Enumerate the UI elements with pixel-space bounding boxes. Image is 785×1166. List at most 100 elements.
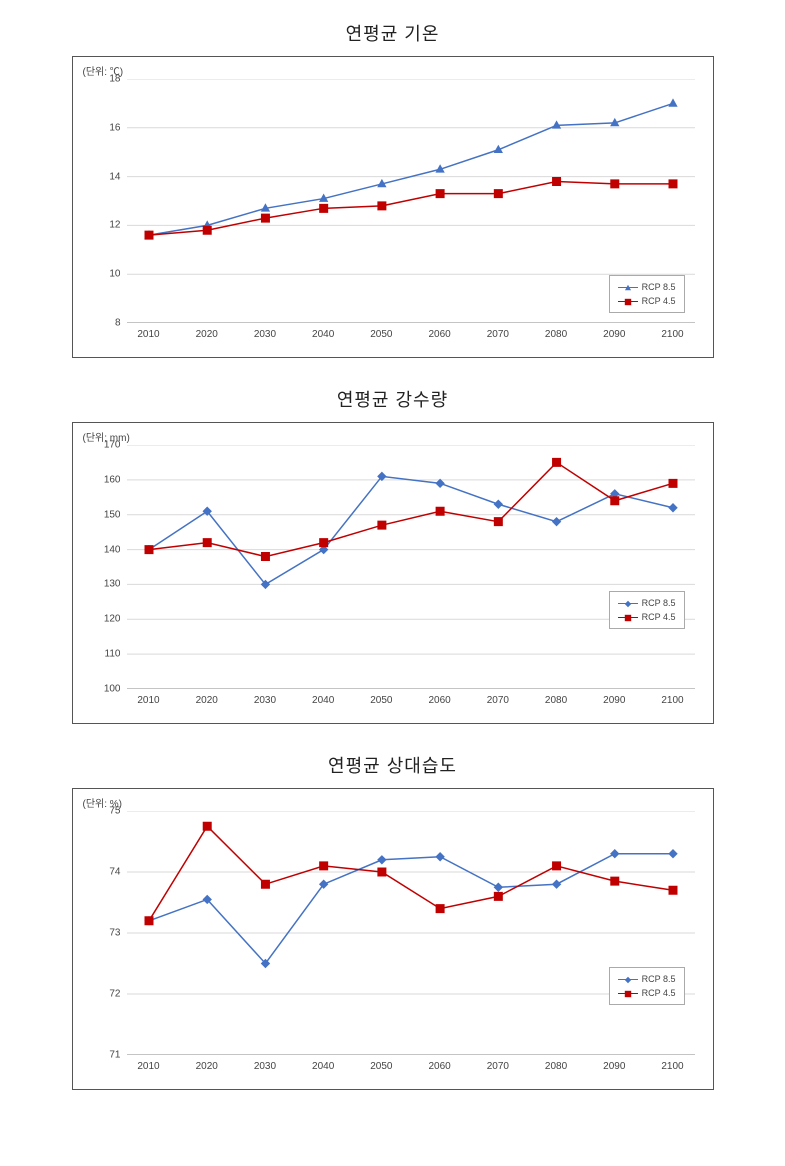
x-tick-label: 2010 [137, 323, 159, 340]
y-tick-label: 150 [104, 509, 127, 520]
series-marker [261, 553, 269, 561]
series-marker [319, 204, 327, 212]
legend-item: RCP 4.5 [618, 610, 676, 624]
x-tick-label: 2040 [312, 323, 334, 340]
plot-area: 7172737475201020202030204020502060207020… [127, 811, 695, 1055]
x-tick-label: 2070 [487, 1055, 509, 1072]
series-marker [145, 917, 153, 925]
legend-line-icon [618, 301, 638, 302]
chart-box: (단위: mm)10011012013014015016017020102020… [72, 422, 714, 724]
legend-label: RCP 8.5 [642, 972, 676, 986]
plot-svg [127, 811, 695, 1055]
y-tick-label: 72 [109, 989, 126, 1000]
chart-title: 연평균 기온 [30, 20, 755, 46]
legend-marker-icon [623, 297, 633, 307]
legend-item: RCP 4.5 [618, 294, 676, 308]
series-marker [610, 180, 618, 188]
y-tick-label: 12 [109, 220, 126, 231]
x-tick-label: 2060 [428, 689, 450, 706]
plot-svg [127, 445, 695, 689]
legend-line-icon [618, 993, 638, 994]
legend-label: RCP 4.5 [642, 986, 676, 1000]
chart-block-0: 연평균 기온(단위: ℃)810121416182010202020302040… [30, 20, 755, 358]
series-marker [436, 507, 444, 515]
legend-item: RCP 8.5 [618, 972, 676, 986]
series-marker [494, 518, 502, 526]
x-tick-label: 2090 [603, 689, 625, 706]
y-tick-label: 110 [105, 649, 127, 660]
series-marker [610, 497, 618, 505]
legend-label: RCP 8.5 [642, 280, 676, 294]
x-tick-label: 2020 [196, 1055, 218, 1072]
y-tick-label: 14 [109, 171, 126, 182]
series-marker [669, 479, 677, 487]
y-tick-label: 16 [109, 122, 126, 133]
y-tick-label: 160 [104, 474, 127, 485]
series-marker [203, 539, 211, 547]
series-marker [377, 856, 385, 864]
legend: RCP 8.5RCP 4.5 [609, 967, 685, 1005]
legend-line-icon [618, 979, 638, 980]
x-tick-label: 2050 [370, 1055, 392, 1072]
x-tick-label: 2070 [487, 323, 509, 340]
series-line [149, 854, 673, 964]
series-marker [552, 862, 560, 870]
series-marker [436, 905, 444, 913]
y-tick-label: 71 [109, 1050, 126, 1061]
series-marker [669, 99, 677, 106]
chart-box: (단위: %)717273747520102020203020402050206… [72, 788, 714, 1090]
series-marker [377, 202, 385, 210]
series-marker [145, 546, 153, 554]
series-marker [261, 880, 269, 888]
series-marker [377, 868, 385, 876]
x-tick-label: 2070 [487, 689, 509, 706]
y-tick-label: 8 [115, 318, 127, 329]
x-tick-label: 2080 [545, 1055, 567, 1072]
legend: RCP 8.5RCP 4.5 [609, 591, 685, 629]
legend-marker-icon [623, 283, 633, 293]
series-marker [610, 877, 618, 885]
x-tick-label: 2030 [254, 689, 276, 706]
series-marker [436, 853, 444, 861]
legend-line-icon [618, 617, 638, 618]
x-tick-label: 2090 [603, 323, 625, 340]
series-marker [377, 521, 385, 529]
series-marker [261, 214, 269, 222]
plot-area: 1001101201301401501601702010202020302040… [127, 445, 695, 689]
series-marker [203, 822, 211, 830]
chart-title: 연평균 강수량 [30, 386, 755, 412]
series-marker [436, 479, 444, 487]
x-tick-label: 2090 [603, 1055, 625, 1072]
legend-marker-icon [623, 613, 633, 623]
series-marker [203, 226, 211, 234]
x-tick-label: 2060 [428, 323, 450, 340]
y-tick-label: 18 [109, 74, 126, 85]
series-marker [145, 231, 153, 239]
y-tick-label: 10 [109, 269, 126, 280]
series-marker [494, 190, 502, 198]
series-marker [552, 880, 560, 888]
series-marker [552, 518, 560, 526]
x-tick-label: 2100 [661, 1055, 683, 1072]
legend-marker-icon [623, 989, 633, 999]
legend-item: RCP 4.5 [618, 986, 676, 1000]
series-marker [552, 177, 560, 185]
x-tick-label: 2020 [196, 689, 218, 706]
y-tick-label: 100 [104, 684, 127, 695]
legend-marker-icon [623, 599, 633, 609]
x-tick-label: 2080 [545, 689, 567, 706]
series-line [149, 181, 673, 235]
x-tick-label: 2030 [254, 1055, 276, 1072]
legend-label: RCP 4.5 [642, 294, 676, 308]
x-tick-label: 2020 [196, 323, 218, 340]
legend-line-icon [618, 287, 638, 288]
legend-item: RCP 8.5 [618, 596, 676, 610]
x-tick-label: 2010 [137, 689, 159, 706]
series-marker [436, 190, 444, 198]
x-tick-label: 2040 [312, 689, 334, 706]
series-line [149, 462, 673, 556]
x-tick-label: 2100 [661, 689, 683, 706]
x-tick-label: 2100 [661, 323, 683, 340]
series-marker [494, 892, 502, 900]
x-tick-label: 2040 [312, 1055, 334, 1072]
